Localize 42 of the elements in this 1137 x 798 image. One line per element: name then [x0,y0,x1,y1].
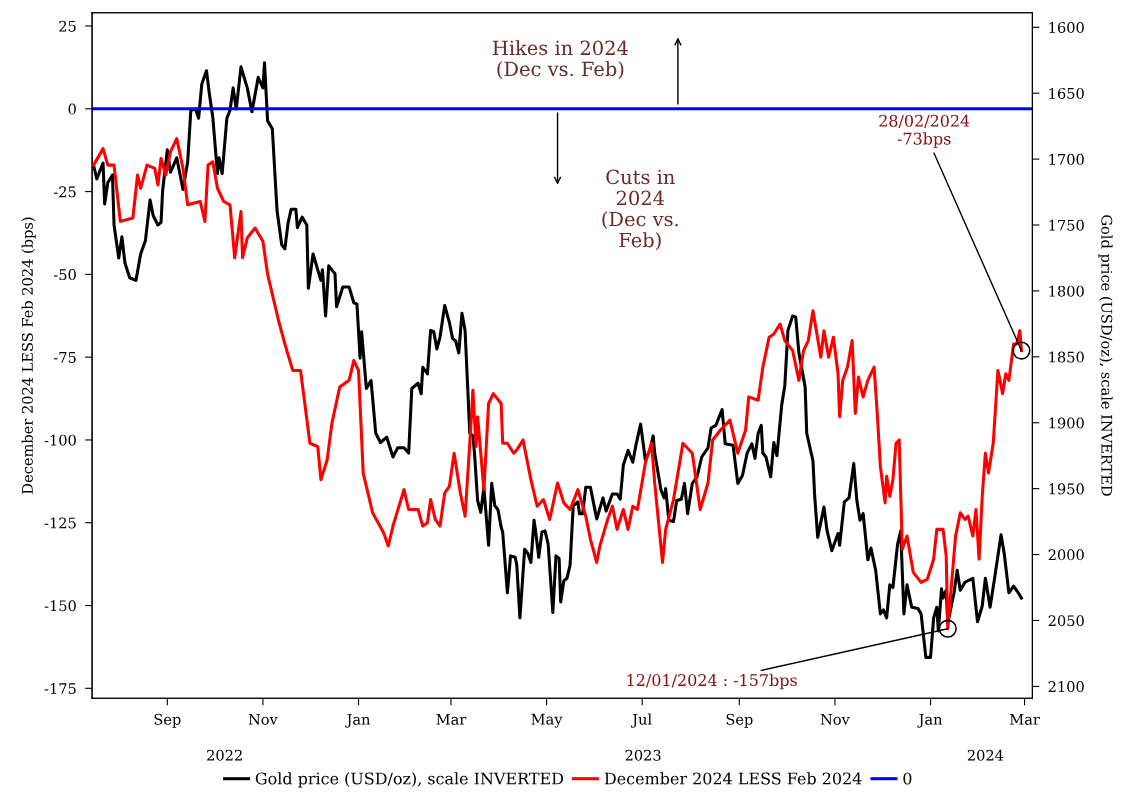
legend-label: Gold price (USD/oz), scale INVERTED [255,772,564,788]
y2-tick-label: 2000 [1048,549,1084,561]
y2-tick-label: 1700 [1049,153,1084,165]
y-tick-label: -125 [44,517,76,529]
text: 2023 [625,749,661,761]
annotation: Cuts in 2024 (Dec vs. Feb) [602,169,678,251]
y-tick-label: -50 [53,269,76,281]
y2-tick-label: 1600 [1049,21,1084,34]
x-tick-label: Mar [1009,713,1040,725]
y2-tick-label: 1650 [1049,87,1084,99]
y-tick-label: -150 [44,600,76,612]
x-tick-label: Jul [630,713,652,728]
legend-label: 0 [903,772,912,785]
y-tick-label: 0 [68,103,76,115]
y2-tick-label: 1950 [1049,483,1084,495]
y2-tick-label: 1900 [1049,417,1084,429]
annotation: Hikes in 2024 (Dec vs. Feb) [492,40,628,79]
y2-tick-label: 1850 [1049,351,1084,363]
y2-tick-label: 1800 [1049,285,1084,297]
y2-tick-label: 2100 [1048,681,1084,693]
y-tick-label: -75 [53,352,76,363]
x-tick-label: Jan [917,713,943,728]
text: 2022 [207,749,242,761]
y2-axis-title: Gold price (USD/oz), scale INVERTED [1098,215,1113,496]
x-tick-label: Nov [820,713,850,725]
annotation: 28/02/2024 -73bps [879,114,970,148]
x-tick-label: May [531,713,563,728]
x-tick-label: Sep [154,713,181,728]
y-tick-label: -175 [44,683,76,695]
y-axis-title: December 2024 LESS Feb 2024 (bps) [21,217,36,494]
x-tick-label: Mar [436,713,467,725]
text: 2024 [967,749,1004,761]
x-tick-label: Nov [248,713,278,725]
y-tick-label: -25 [53,186,76,198]
y-tick-label: 25 [59,20,76,32]
legend-label: December 2024 LESS Feb 2024 [604,772,862,785]
y2-tick-label: 2050 [1048,615,1084,627]
y2-tick-label: 1750 [1049,219,1084,231]
annotation: 12/01/2024 : -157bps [627,673,797,690]
y-tick-label: -100 [44,434,76,446]
x-tick-label: Sep [726,713,753,728]
x-tick-label: Jan [345,713,371,728]
